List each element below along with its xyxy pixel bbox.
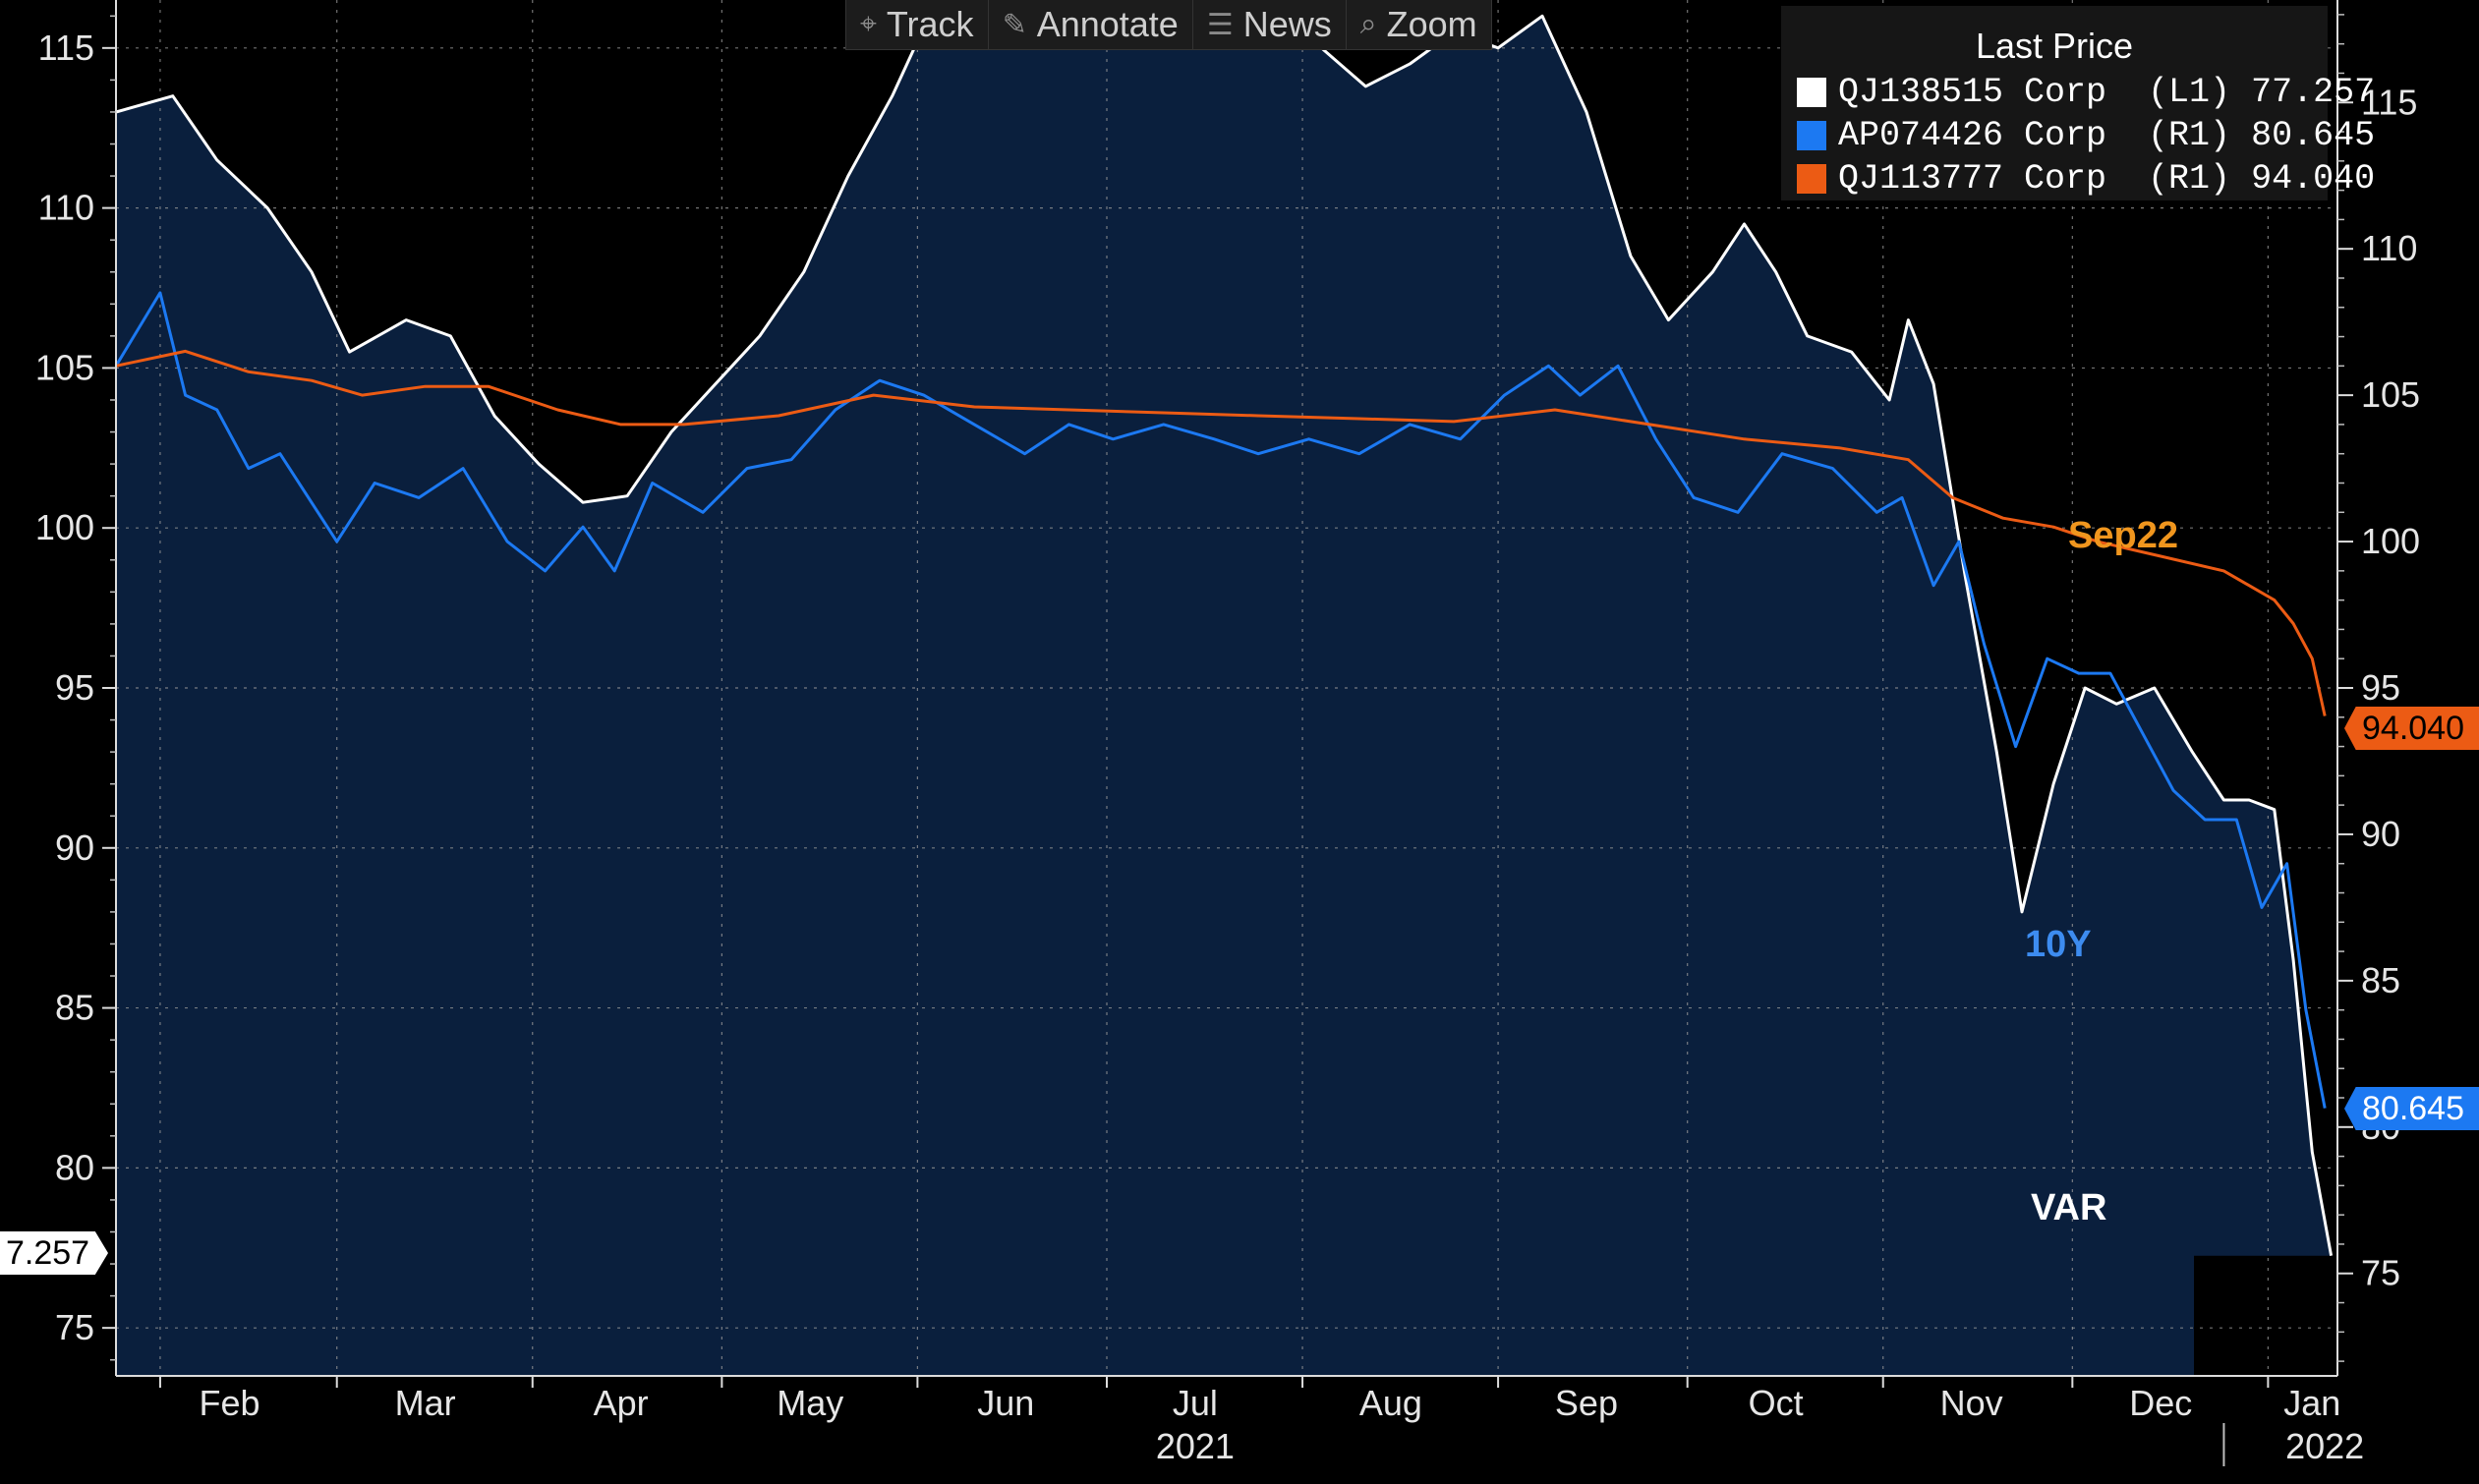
x-year-label: 2021 bbox=[1156, 1426, 1235, 1466]
y-left-tick-label: 115 bbox=[38, 28, 94, 68]
track-button[interactable]: ⌖ Track bbox=[846, 0, 989, 49]
y-right-tick-label: 115 bbox=[2361, 82, 2417, 122]
annotation-10y: 10Y bbox=[2025, 924, 2092, 965]
x-month-label: Jun bbox=[977, 1383, 1034, 1423]
y-right-tick-label: 90 bbox=[2361, 814, 2400, 854]
x-month-label: Sep bbox=[1555, 1383, 1618, 1423]
track-label: Track bbox=[886, 4, 974, 44]
y-right-tick-label: 105 bbox=[2361, 374, 2420, 415]
line-var-qj138515 bbox=[115, 0, 2334, 1256]
legend-label: AP074426 Corp (R1) 80.645 bbox=[1838, 116, 2376, 155]
legend-row-ap074426[interactable]: AP074426 Corp (R1) 80.645 bbox=[1781, 114, 2375, 157]
chart-toolbar: ⌖ Track ✎ Annotate ☰ News ⌕ Zoom bbox=[845, 0, 1492, 50]
zoom-label: Zoom bbox=[1386, 4, 1477, 44]
legend-label: QJ138515 Corp (L1) 77.257 bbox=[1838, 73, 2376, 112]
x-month-label: Aug bbox=[1359, 1383, 1422, 1423]
y-left-tick-label: 100 bbox=[35, 507, 94, 547]
area-fill-var bbox=[116, 0, 2332, 1376]
annotation-var: VAR bbox=[2031, 1187, 2107, 1228]
annotate-label: Annotate bbox=[1036, 4, 1179, 44]
legend-title: Last Price bbox=[1975, 26, 2134, 66]
legend-swatch-blue bbox=[1797, 121, 1826, 150]
magnifier-icon: ⌕ bbox=[1359, 8, 1377, 40]
y-left-tick-label: 85 bbox=[55, 988, 94, 1028]
news-icon: ☰ bbox=[1206, 8, 1234, 41]
y-left-tick-label: 75 bbox=[55, 1307, 94, 1347]
x-month-label: Apr bbox=[594, 1383, 649, 1423]
y-right-tick-label: 85 bbox=[2361, 960, 2400, 1000]
x-month-label: Feb bbox=[200, 1383, 260, 1423]
zoom-button[interactable]: ⌕ Zoom bbox=[1347, 0, 1491, 49]
y-left-tick-label: 90 bbox=[55, 828, 94, 868]
x-year-label: 2022 bbox=[2285, 1426, 2364, 1466]
annotation-sep22: Sep22 bbox=[2068, 515, 2178, 556]
line-sep22-qj113777 bbox=[115, 349, 2327, 716]
legend-swatch-white bbox=[1797, 78, 1826, 107]
x-month-label: Dec bbox=[2129, 1383, 2192, 1423]
y-right-tick-label: 100 bbox=[2361, 521, 2420, 561]
y-right-tick-label: 95 bbox=[2361, 667, 2400, 708]
x-month-label: Nov bbox=[1940, 1383, 2003, 1423]
crosshair-icon: ⌖ bbox=[860, 8, 877, 40]
y-right-tick-label: 110 bbox=[2361, 228, 2417, 268]
y-left-tick-label: 105 bbox=[35, 347, 94, 387]
line-10y-ap074426 bbox=[114, 291, 2327, 1109]
chart-legend: Last Price QJ138515 Corp (L1) 77.257 AP0… bbox=[1781, 6, 2375, 200]
news-button[interactable]: ☰ News bbox=[1193, 0, 1347, 49]
pencil-icon: ✎ bbox=[1002, 8, 1027, 41]
y-left-tick-label: 110 bbox=[38, 188, 94, 228]
x-month-label: Jul bbox=[1173, 1383, 1218, 1423]
x-month-label: Oct bbox=[1749, 1383, 1804, 1423]
last-price-tag-blue: 80.645 bbox=[2344, 1087, 2479, 1130]
y-left-tick-label: 80 bbox=[55, 1147, 94, 1187]
y-right-tick-label: 75 bbox=[2361, 1253, 2400, 1293]
x-month-label: Mar bbox=[395, 1383, 456, 1423]
last-price-tag-white: 7.257 bbox=[0, 1231, 108, 1275]
news-label: News bbox=[1242, 4, 1332, 44]
y-left-tick-label: 95 bbox=[55, 667, 94, 708]
legend-row-qj138515[interactable]: QJ138515 Corp (L1) 77.257 bbox=[1781, 71, 2375, 114]
last-price-tag-orange: 94.040 bbox=[2344, 707, 2479, 750]
legend-row-qj113777[interactable]: QJ113777 Corp (R1) 94.040 bbox=[1781, 157, 2375, 200]
x-month-label: Jan bbox=[2283, 1383, 2340, 1423]
legend-swatch-orange bbox=[1797, 164, 1826, 194]
x-month-label: May bbox=[777, 1383, 843, 1423]
annotate-button[interactable]: ✎ Annotate bbox=[989, 0, 1193, 49]
legend-label: QJ113777 Corp (R1) 94.040 bbox=[1838, 159, 2376, 199]
